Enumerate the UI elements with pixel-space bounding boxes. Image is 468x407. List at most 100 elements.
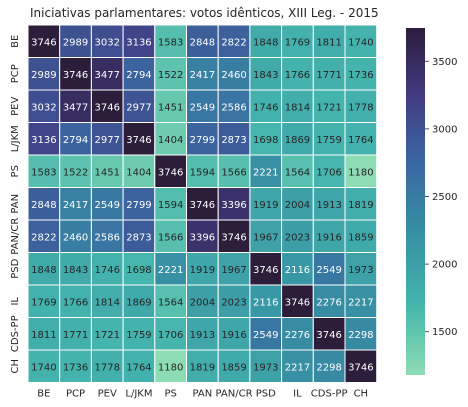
cell-value-label: 3746 bbox=[348, 362, 373, 373]
y-tick-label: PEV bbox=[10, 97, 21, 116]
heatmap-cell bbox=[122, 154, 156, 188]
cell-value-label: 1769 bbox=[285, 37, 310, 48]
cell-value-label: 1859 bbox=[221, 362, 246, 373]
heatmap-cell bbox=[249, 219, 283, 253]
cell-value-label: 3136 bbox=[31, 135, 56, 146]
cell-value-label: 1869 bbox=[285, 135, 310, 146]
cell-value-label: 2221 bbox=[253, 167, 278, 178]
x-tick-label: IL bbox=[293, 389, 302, 400]
cell-value-label: 1869 bbox=[126, 297, 151, 308]
cell-value-label: 2004 bbox=[190, 297, 215, 308]
heatmap-cell bbox=[186, 219, 219, 253]
cell-value-label: 3746 bbox=[126, 135, 151, 146]
heatmap-cell bbox=[27, 154, 61, 188]
cell-value-label: 1759 bbox=[316, 135, 341, 146]
cell-value-label: 1766 bbox=[63, 297, 88, 308]
heatmap-cell bbox=[249, 349, 283, 383]
y-tick-labels: BE PCP PEV L/JKM PS PAN PAN/CR PSD IL CDS-PP CH bbox=[10, 35, 21, 374]
cell-value-label: 1759 bbox=[126, 330, 151, 341]
x-tick-label: L/JKM bbox=[125, 389, 152, 400]
heatmap-cell bbox=[249, 24, 283, 58]
cell-value-label: 1811 bbox=[316, 37, 341, 48]
cell-value-label: 3746 bbox=[31, 37, 56, 48]
cell-value-label: 1919 bbox=[253, 200, 278, 211]
cell-value-label: 1814 bbox=[285, 102, 310, 113]
cell-value-label: 3477 bbox=[63, 102, 88, 113]
cell-value-label: 2989 bbox=[63, 37, 88, 48]
heatmap-cell bbox=[281, 122, 314, 156]
y-tick-label: PAN bbox=[10, 194, 21, 214]
heatmap-cell bbox=[59, 252, 92, 286]
cell-value-label: 1566 bbox=[158, 232, 183, 243]
colorbar-tick-label: 3500 bbox=[432, 57, 457, 68]
cell-value-label: 1564 bbox=[285, 167, 310, 178]
heatmap-cell bbox=[281, 89, 314, 123]
heatmap-cell bbox=[344, 154, 378, 188]
y-tick-label: CDS-PP bbox=[10, 315, 21, 352]
heatmap-cell bbox=[186, 317, 219, 351]
heatmap-cell bbox=[154, 349, 188, 383]
heatmap-cell bbox=[186, 24, 219, 58]
cell-value-label: 2977 bbox=[126, 102, 151, 113]
heatmap-cell bbox=[27, 57, 61, 91]
cell-value-label: 3032 bbox=[31, 102, 56, 113]
heatmap-cell bbox=[59, 24, 92, 58]
heatmap-cell bbox=[217, 154, 251, 188]
heatmap-cell bbox=[27, 219, 61, 253]
cell-value-label: 1404 bbox=[126, 167, 151, 178]
cell-value-label: 1566 bbox=[221, 167, 246, 178]
cell-value-label: 2822 bbox=[221, 37, 246, 48]
cell-value-label: 2116 bbox=[285, 265, 310, 276]
cell-value-label: 1814 bbox=[95, 297, 120, 308]
cell-value-label: 2298 bbox=[348, 330, 373, 341]
cell-value-label: 1594 bbox=[158, 200, 183, 211]
heatmap-cell bbox=[312, 284, 346, 318]
heatmap-cell bbox=[217, 89, 251, 123]
x-tick-label: BE bbox=[37, 389, 50, 400]
cell-value-label: 2848 bbox=[31, 200, 56, 211]
heatmap-cell bbox=[154, 252, 188, 286]
cell-value-label: 2417 bbox=[190, 70, 215, 81]
cell-value-label: 1522 bbox=[158, 70, 183, 81]
cell-value-label: 2799 bbox=[126, 200, 151, 211]
cell-value-label: 2549 bbox=[190, 102, 215, 113]
heatmap-cell bbox=[186, 57, 219, 91]
heatmap-cell bbox=[281, 284, 314, 318]
cell-value-label: 3746 bbox=[316, 330, 341, 341]
cell-value-label: 1766 bbox=[285, 70, 310, 81]
heatmap-cell bbox=[344, 57, 378, 91]
cell-value-label: 1913 bbox=[190, 330, 215, 341]
cell-value-label: 1771 bbox=[316, 70, 341, 81]
heatmap-cell bbox=[90, 122, 124, 156]
cell-value-label: 1778 bbox=[348, 102, 373, 113]
heatmap-cell bbox=[344, 284, 378, 318]
cell-value-label: 2023 bbox=[221, 297, 246, 308]
cell-value-label: 2873 bbox=[126, 232, 151, 243]
heatmap-cell bbox=[27, 187, 61, 221]
cell-value-label: 3746 bbox=[158, 167, 183, 178]
cell-value-label: 1706 bbox=[158, 330, 183, 341]
y-tick-label: L/JKM bbox=[10, 125, 21, 152]
cell-value-label: 2417 bbox=[63, 200, 88, 211]
cell-value-label: 1706 bbox=[316, 167, 341, 178]
cell-value-label: 2794 bbox=[126, 70, 151, 81]
heatmap-cell bbox=[90, 154, 124, 188]
cell-value-label: 2586 bbox=[221, 102, 246, 113]
heatmap-cell bbox=[344, 317, 378, 351]
colorbar-gradient bbox=[406, 28, 425, 375]
cell-value-label: 2298 bbox=[316, 362, 341, 373]
cell-value-label: 3396 bbox=[190, 232, 215, 243]
heatmap-cell bbox=[281, 57, 314, 91]
cell-value-label: 1564 bbox=[158, 297, 183, 308]
heatmap-cell bbox=[281, 187, 314, 221]
heatmap-cell bbox=[90, 57, 124, 91]
heatmap-cell bbox=[281, 317, 314, 351]
cell-value-label: 2822 bbox=[31, 232, 56, 243]
heatmap-cell bbox=[312, 57, 346, 91]
cell-value-label: 1764 bbox=[126, 362, 151, 373]
colorbar-tick-label: 2000 bbox=[432, 260, 457, 271]
cell-value-label: 1811 bbox=[31, 330, 56, 341]
cell-value-label: 1583 bbox=[31, 167, 56, 178]
heatmap-cell bbox=[249, 252, 283, 286]
cell-value-label: 1404 bbox=[158, 135, 183, 146]
